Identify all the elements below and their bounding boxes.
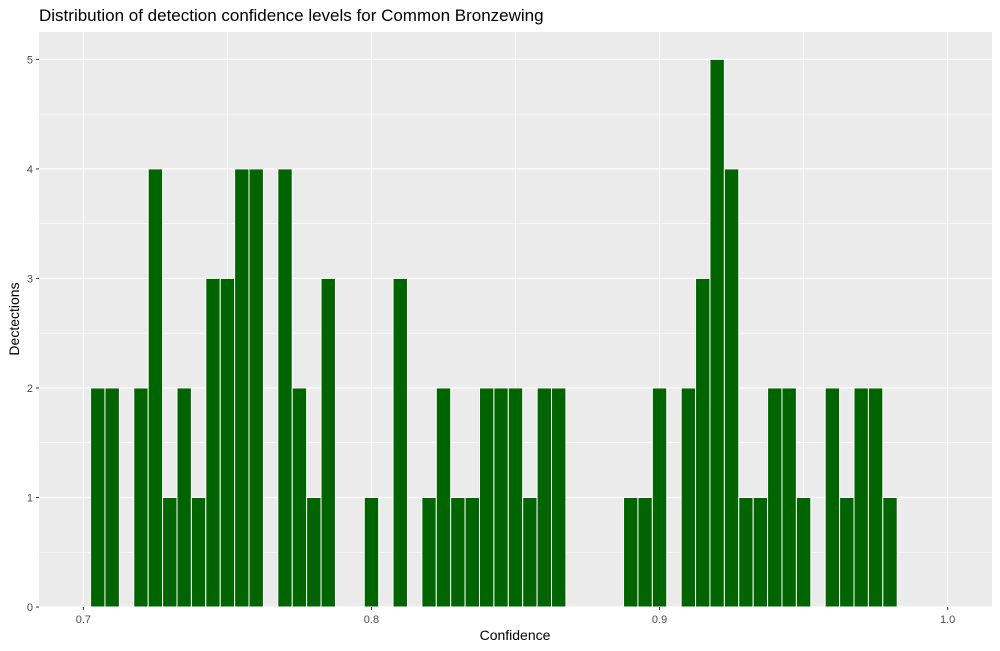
histogram-bar: [651, 387, 668, 608]
histogram-bar: [752, 496, 769, 608]
histogram-bar: [176, 387, 192, 608]
y-tick-label: 4: [27, 164, 33, 176]
histogram-bar: [767, 387, 783, 608]
x-tick-label: 0.8: [364, 614, 379, 626]
histogram-bar: [507, 387, 524, 608]
histogram-bar: [147, 168, 164, 608]
histogram-bar: [363, 496, 380, 608]
x-tick-label: 0.9: [652, 614, 667, 626]
histogram-bar: [435, 387, 452, 608]
histogram-bar: [464, 496, 480, 608]
histogram-bar: [205, 277, 221, 608]
histogram-bar: [219, 277, 236, 608]
histogram-bar: [291, 387, 308, 608]
histogram-bar: [522, 496, 538, 608]
histogram-bar: [162, 496, 178, 608]
histogram-bar: [551, 387, 567, 608]
x-tick-label: 1.0: [940, 614, 955, 626]
histogram-bar: [421, 496, 437, 608]
histogram-bar: [104, 387, 120, 608]
histogram-bar: [795, 496, 812, 608]
y-tick-label: 1: [27, 492, 33, 504]
y-tick-label: 3: [27, 273, 33, 285]
histogram-bar: [882, 496, 898, 608]
histogram-bar: [623, 496, 639, 608]
histogram-bar: [320, 277, 336, 608]
histogram-bar: [234, 168, 250, 608]
y-axis-title: Dectections: [6, 282, 22, 355]
histogram-bar: [450, 496, 466, 608]
x-tick-label: 0.7: [76, 614, 91, 626]
histogram-bar: [190, 496, 207, 608]
y-tick-label: 2: [27, 383, 33, 395]
histogram-bar: [392, 277, 408, 608]
histogram-bar: [680, 387, 697, 608]
axis-ticks: 0 1 2 3 4 5 0.7 0.8 0.9 1.0: [27, 54, 955, 626]
histogram-bar: [709, 58, 725, 608]
histogram-bar: [867, 387, 884, 608]
histogram-bar: [695, 277, 711, 608]
chart-title: Distribution of detection confidence lev…: [39, 6, 544, 25]
histogram-bar: [824, 387, 841, 608]
histogram-bar: [90, 387, 106, 608]
histogram-bar: [738, 496, 754, 608]
y-tick-label: 0: [27, 602, 33, 614]
histogram-bar: [133, 387, 149, 608]
histogram-bar: [839, 496, 855, 608]
bars: [90, 58, 898, 608]
histogram-bar: [536, 387, 553, 608]
histogram-bar: [478, 387, 495, 608]
histogram-bar: [493, 387, 509, 608]
histogram-bar: [723, 168, 740, 608]
histogram-bar: [248, 168, 264, 608]
histogram-bar: [277, 168, 293, 608]
x-axis-title: Confidence: [480, 627, 551, 643]
histogram-bar: [306, 496, 322, 608]
histogram-bar: [853, 387, 869, 608]
y-tick-label: 5: [27, 54, 33, 66]
histogram-bar: [781, 387, 797, 608]
histogram-bar: [637, 496, 653, 608]
